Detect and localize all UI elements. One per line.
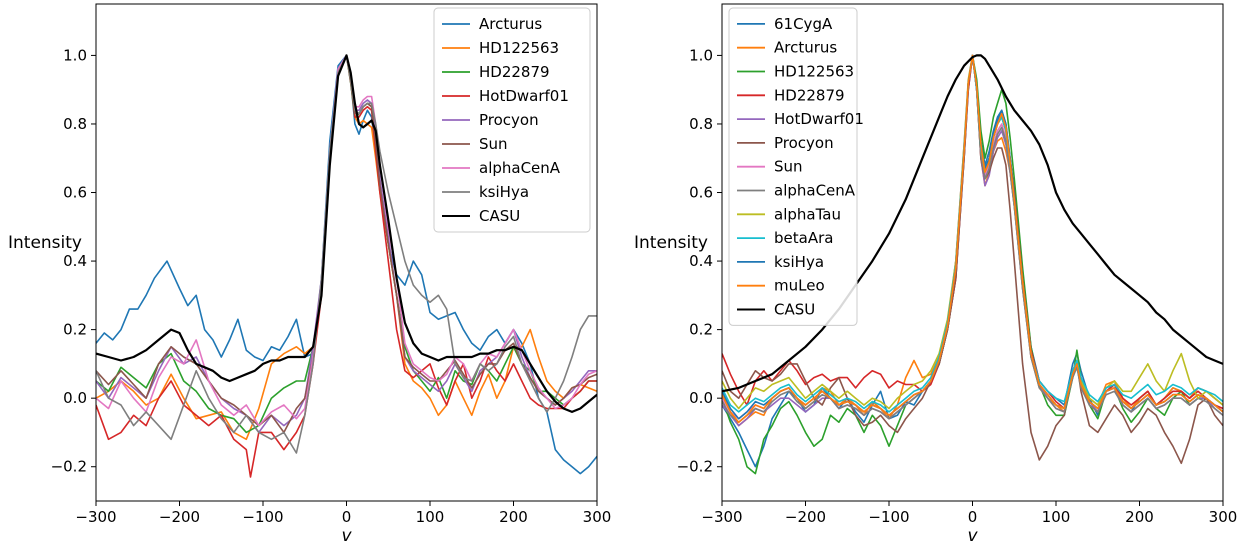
x-tick-label: 200: [1125, 508, 1154, 526]
legend-box: [728, 7, 858, 326]
series-line-ksihya: [96, 54, 597, 454]
series-line-alphacena: [96, 54, 597, 427]
y-tick-label: 0.0: [63, 389, 87, 407]
y-tick-label: 1.0: [689, 46, 713, 64]
y-tick-label: 0.8: [63, 115, 87, 133]
series-line-casu: [96, 54, 597, 413]
series-line-muleo: [722, 54, 1223, 423]
x-tick-label: −100: [868, 508, 909, 526]
x-tick-label: −300: [701, 508, 742, 526]
legend-label: alphaTau: [774, 205, 841, 223]
y-tick-label: 0.4: [63, 252, 87, 270]
series-line-hd122563: [722, 54, 1223, 475]
chart-panel-2: −300 −200 −100 0 100 200 300 −0.2 0.0 0.2 0.4 0.6 0.…: [634, 3, 1238, 545]
legend-label: HD122563: [774, 63, 854, 81]
y-tick-label: 0.2: [63, 321, 87, 339]
x-tick-label: 0: [968, 508, 978, 526]
series-lines: [722, 54, 1223, 475]
y-tick-label: 0.4: [689, 252, 713, 270]
legend-label: HotDwarf01: [479, 87, 569, 105]
x-tick-label: −200: [785, 508, 826, 526]
chart-panel-1: −300 −200 −100 0 100 200 300 −0.2 0.0 0.2 0.4 0.6 0.…: [8, 3, 612, 545]
legend-label: ksiHya: [479, 183, 529, 201]
legend-label: Procyon: [774, 134, 834, 152]
y-tick-label: 0.8: [689, 115, 713, 133]
legend-label: HD22879: [774, 86, 845, 104]
y-tick-label: 0.6: [689, 184, 713, 202]
legend-label: Procyon: [479, 111, 539, 129]
series-lines: [96, 54, 597, 478]
series-line-casu: [722, 54, 1223, 393]
series-line-alphacena: [722, 54, 1223, 423]
legend-label: HotDwarf01: [774, 110, 864, 128]
x-tick-label: 100: [416, 508, 445, 526]
legend-label: betaAra: [774, 229, 833, 247]
legend-label: Arcturus: [479, 15, 542, 33]
legend: Arcturus HD122563 HD22879 HotDwarf01 Procyon…: [433, 7, 591, 233]
y-tick-label: 0.2: [689, 321, 713, 339]
x-tick-label: 0: [342, 508, 352, 526]
y-axis-label: Intensity: [8, 233, 82, 253]
legend-label: CASU: [774, 301, 815, 319]
legend-label: Sun: [479, 135, 508, 153]
x-tick-label: 300: [1209, 508, 1238, 526]
legend-box: [433, 7, 591, 233]
x-axis-label: v: [341, 526, 352, 545]
y-tick-label: 1.0: [63, 46, 87, 64]
x-tick-label: −300: [75, 508, 116, 526]
legend-label: Arcturus: [774, 39, 837, 57]
y-tick-label: 0.6: [63, 184, 87, 202]
x-tick-label: 300: [583, 508, 612, 526]
legend-label: ksiHya: [774, 253, 824, 271]
x-tick-label: 100: [1042, 508, 1071, 526]
legend-label: muLeo: [774, 277, 825, 295]
legend-label: alphaCenA: [774, 182, 856, 200]
legend-label: HD22879: [479, 63, 550, 81]
legend-label: 61CygA: [774, 15, 833, 33]
y-tick-label: 0.0: [689, 389, 713, 407]
legend-label: HD122563: [479, 39, 559, 57]
series-line-hotdwarf01: [96, 54, 597, 478]
legend-label: Sun: [774, 158, 803, 176]
x-axis-label: v: [967, 526, 978, 545]
legend-label: alphaCenA: [479, 159, 561, 177]
legend: 61CygA Arcturus HD122563 HD22879 HotDwarf01 P…: [728, 7, 864, 326]
x-tick-label: −100: [242, 508, 283, 526]
x-tick-label: 200: [499, 508, 528, 526]
y-axis-label: Intensity: [634, 233, 708, 253]
y-tick-label: −0.2: [677, 458, 713, 476]
legend-label: CASU: [479, 207, 520, 225]
x-tick-label: −200: [159, 508, 200, 526]
y-tick-label: −0.2: [51, 458, 87, 476]
